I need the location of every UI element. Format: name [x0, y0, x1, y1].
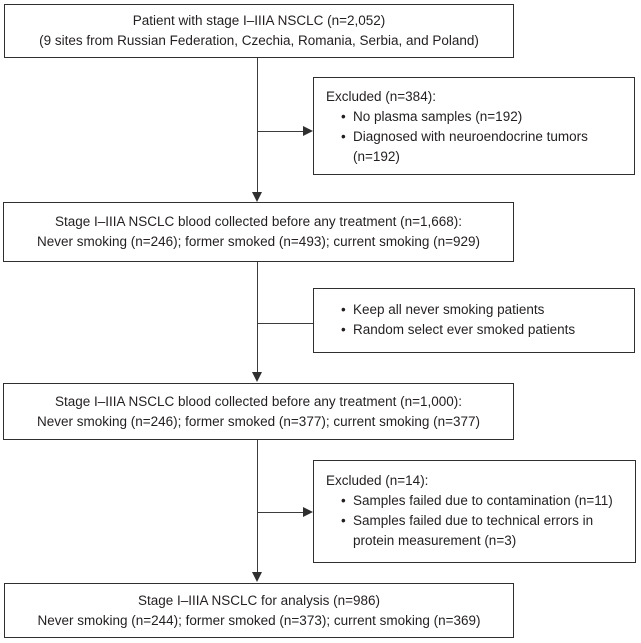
collected-1000-line1: Stage I–IIIA NSCLC blood collected befor… [54, 393, 463, 409]
excluded-384-box: Excluded (n=384): • No plasma samples (n… [313, 77, 635, 175]
analysis-line2: Never smoking (n=244); former smoked (n=… [37, 612, 481, 628]
connector-spine-3 [257, 440, 258, 573]
bullet-icon: • [341, 513, 346, 528]
list-item: • Random select ever smoked patients [326, 320, 628, 340]
collected-1000-line2: Never smoking (n=246); former smoked (n=… [36, 413, 481, 429]
excluded-14-box: Excluded (n=14): • Samples failed due to… [313, 460, 636, 563]
enrollment-line2: (9 sites from Russian Federation, Czechi… [39, 33, 479, 48]
bullet-line: Keep all never smoking patients [353, 302, 545, 317]
bullet-line-continuation: protein measurement (n=3) [353, 533, 517, 548]
bullet-line: Samples failed due to contamination (n=1… [353, 493, 613, 508]
collected-1000-box: Stage I–IIIA NSCLC blood collected befor… [3, 383, 514, 440]
arrow-down-icon [252, 372, 262, 382]
bullet-line: Samples failed due to technical errors i… [353, 513, 594, 528]
connector-branch-2 [258, 323, 313, 324]
collected-1668-box: Stage I–IIIA NSCLC blood collected befor… [3, 202, 514, 262]
analysis-line1: Stage I–IIIA NSCLC for analysis (n=986) [138, 592, 380, 608]
connector-spine-2 [257, 262, 258, 373]
bullet-line: No plasma samples (n=192) [353, 109, 523, 124]
arrow-right-icon [303, 507, 313, 517]
arrow-right-icon [303, 126, 313, 136]
connector-spine-1 [257, 58, 258, 192]
arrow-down-icon [252, 572, 262, 582]
analysis-box: Stage I–IIIA NSCLC for analysis (n=986) … [4, 583, 514, 638]
excluded-384-title: Excluded (n=384): [326, 89, 436, 104]
enrollment-line1: Patient with stage I–IIIA NSCLC (n=2,052… [132, 13, 386, 28]
bullet-line-continuation: (n=192) [353, 149, 400, 164]
bullet-line: Diagnosed with neuroendocrine tumors [353, 129, 588, 144]
bullet-icon: • [341, 302, 346, 317]
list-item: • Samples failed due to contamination (n… [326, 491, 629, 511]
bullet-icon: • [341, 493, 346, 508]
excluded-14-title: Excluded (n=14): [326, 473, 429, 488]
bullet-icon: • [341, 129, 346, 144]
list-item: • Diagnosed with neuroendocrine tumors (… [326, 127, 628, 167]
list-item: • Samples failed due to technical errors… [326, 511, 629, 551]
collected-1668-line2: Never smoking (n=246); former smoked (n=… [36, 234, 481, 249]
bullet-line: Random select ever smoked patients [353, 322, 576, 337]
sampling-box: • Keep all never smoking patients • Rand… [313, 288, 635, 353]
list-item: • Keep all never smoking patients [326, 300, 628, 320]
arrow-down-icon [252, 192, 262, 202]
enrollment-box: Patient with stage I–IIIA NSCLC (n=2,052… [4, 4, 514, 58]
list-item: • No plasma samples (n=192) [326, 107, 628, 127]
bullet-icon: • [341, 322, 346, 337]
connector-branch-1 [258, 131, 304, 132]
bullet-icon: • [341, 109, 346, 124]
collected-1668-line1: Stage I–IIIA NSCLC blood collected befor… [54, 214, 463, 229]
connector-branch-3 [258, 512, 304, 513]
